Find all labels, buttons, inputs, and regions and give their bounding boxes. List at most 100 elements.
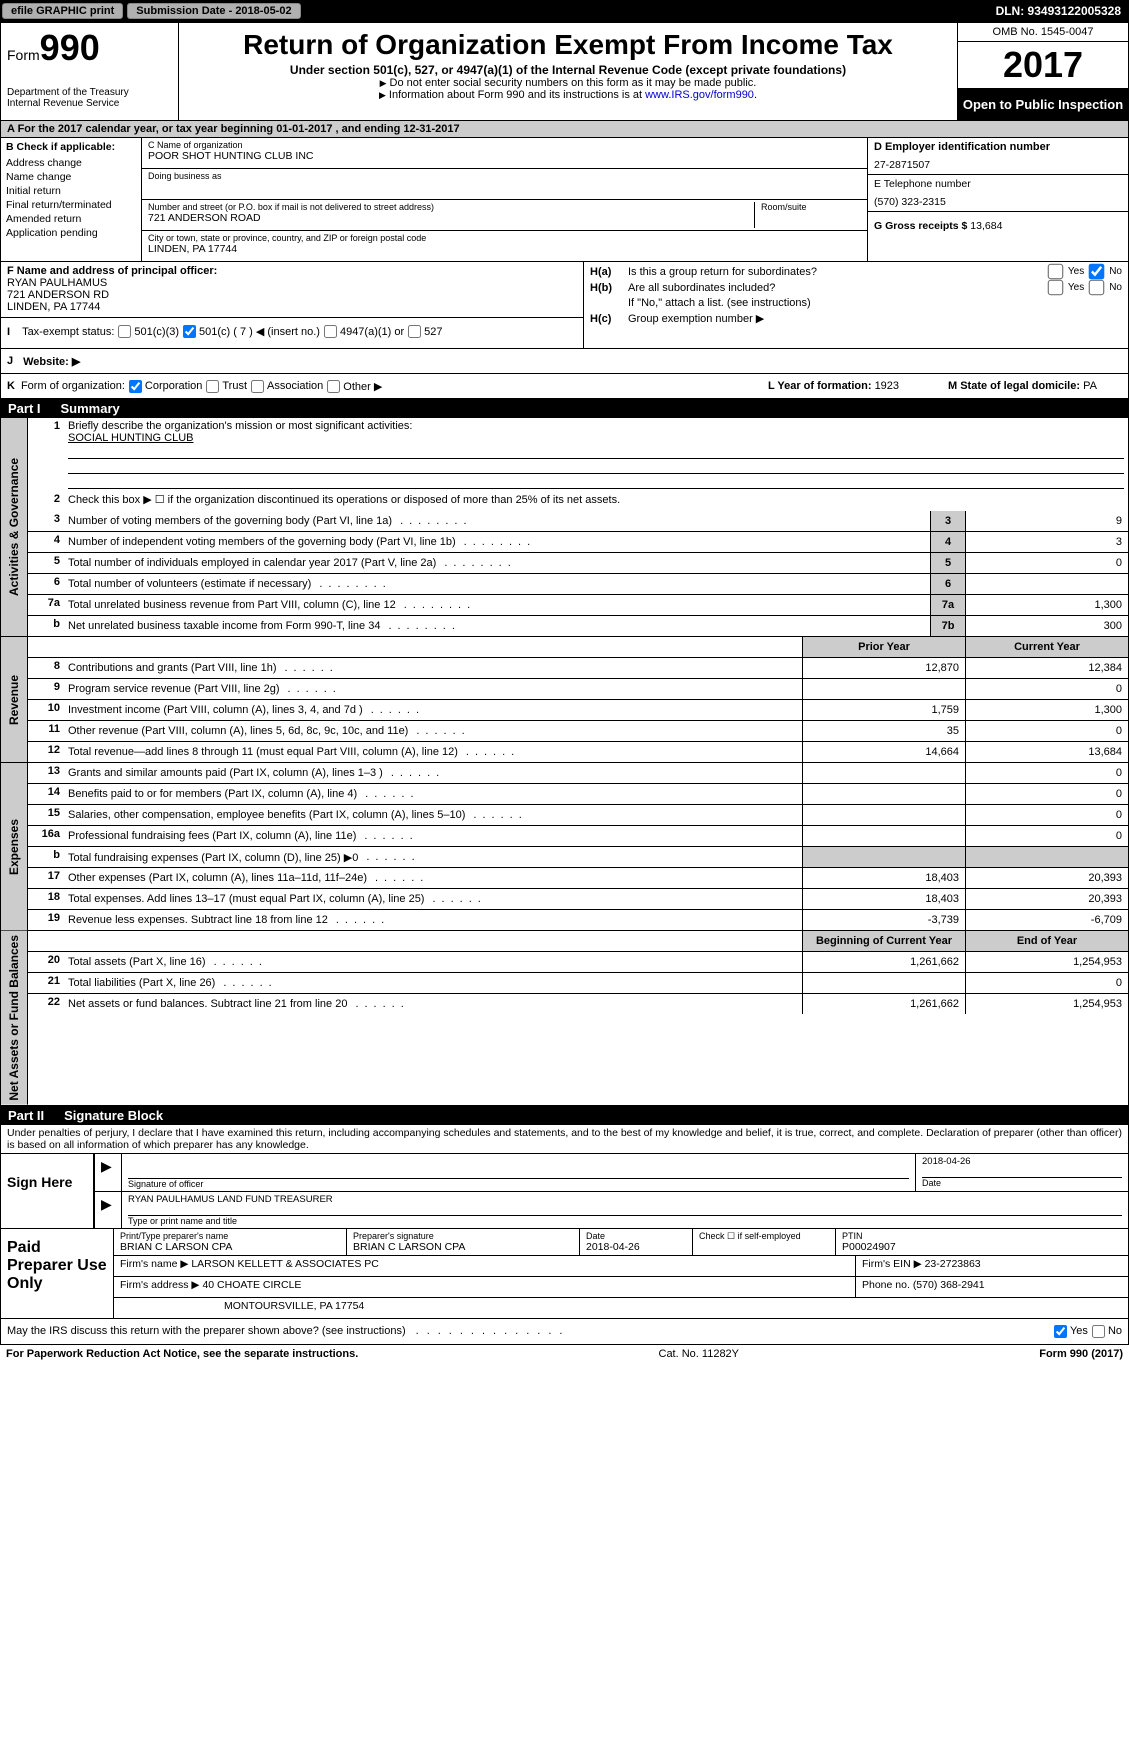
ha-yes-cb[interactable] — [1048, 264, 1064, 280]
form-header: Form990 Department of the Treasury Inter… — [0, 22, 1129, 121]
part1-label: Part I — [8, 401, 41, 416]
discuss-no-cb[interactable] — [1092, 1325, 1105, 1338]
efile-button[interactable]: efile GRAPHIC print — [2, 3, 123, 19]
city-label: City or town, state or province, country… — [148, 233, 861, 243]
vlabel-netassets: Net Assets or Fund Balances — [1, 931, 28, 1105]
hb-no-cb[interactable] — [1089, 280, 1105, 296]
penalty-statement: Under penalties of perjury, I declare th… — [0, 1125, 1129, 1154]
cb-501c[interactable] — [183, 325, 196, 338]
summary-line: 7aTotal unrelated business revenue from … — [28, 595, 1128, 616]
col-h-group: H(a) Is this a group return for subordin… — [583, 262, 1128, 348]
vlabel-expenses: Expenses — [1, 763, 28, 930]
cb-trust[interactable] — [206, 380, 219, 393]
opt-trust: Trust — [222, 380, 247, 392]
ha-label: H(a) — [590, 266, 628, 278]
head-beginning-year: Beginning of Current Year — [802, 931, 965, 951]
discuss-row: May the IRS discuss this return with the… — [0, 1319, 1129, 1345]
opt-501c3: 501(c)(3) — [134, 326, 179, 338]
footer-left: For Paperwork Reduction Act Notice, see … — [6, 1348, 358, 1360]
cb-corporation[interactable] — [129, 380, 142, 393]
form-title: Return of Organization Exempt From Incom… — [189, 29, 947, 61]
firm-addr1: 40 CHOATE CIRCLE — [202, 1279, 301, 1291]
cb-application-pending: Application pending — [6, 227, 98, 239]
org-name: POOR SHOT HUNTING CLUB INC — [148, 150, 861, 162]
year-formation-label: L Year of formation: — [768, 380, 875, 392]
gross-receipts-label: G Gross receipts $ — [874, 220, 970, 232]
officer-label: F Name and address of principal officer: — [7, 265, 577, 277]
hc-text: Group exemption number ▶ — [628, 312, 1122, 325]
state-domicile-value: PA — [1083, 380, 1097, 392]
netasset-line: 22Net assets or fund balances. Subtract … — [28, 994, 1128, 1014]
cb-other[interactable] — [327, 380, 340, 393]
firm-name-label: Firm's name ▶ — [120, 1258, 188, 1270]
dept-line1: Department of the Treasury — [7, 87, 172, 98]
cb-association[interactable] — [251, 380, 264, 393]
hb-no: No — [1109, 282, 1122, 293]
head-end-year: End of Year — [965, 931, 1128, 951]
sig-date-label: Date — [922, 1177, 1122, 1188]
ein-value: 27-2871507 — [874, 159, 1122, 171]
row-k-form-org: K Form of organization: Corporation Trus… — [0, 374, 1129, 399]
page-footer: For Paperwork Reduction Act Notice, see … — [0, 1345, 1129, 1363]
irs-link[interactable]: www.IRS.gov/form990 — [645, 89, 754, 101]
street-label: Number and street (or P.O. box if mail i… — [148, 202, 748, 212]
part2-header: Part II Signature Block — [0, 1106, 1129, 1125]
officer-name: RYAN PAULHAMUS — [7, 277, 577, 289]
prep-name-label: Print/Type preparer's name — [120, 1231, 340, 1241]
revenue-line: 9Program service revenue (Part VIII, lin… — [28, 679, 1128, 700]
summary-line: 6Total number of volunteers (estimate if… — [28, 574, 1128, 595]
year-formation-value: 1923 — [875, 380, 899, 392]
row-i-label: I — [7, 326, 10, 338]
cb-501c3[interactable] — [118, 325, 131, 338]
expense-line: 17Other expenses (Part IX, column (A), l… — [28, 868, 1128, 889]
discuss-no: No — [1108, 1325, 1122, 1337]
ha-text: Is this a group return for subordinates? — [628, 266, 1047, 278]
discuss-yes-cb[interactable] — [1054, 1325, 1067, 1338]
expense-line: 14Benefits paid to or for members (Part … — [28, 784, 1128, 805]
mission-text: SOCIAL HUNTING CLUB — [68, 432, 194, 444]
j-label: J — [1, 355, 23, 367]
cb-527[interactable] — [408, 325, 421, 338]
paid-preparer-label: Paid Preparer Use Only — [1, 1229, 114, 1318]
footer-right: Form 990 (2017) — [1039, 1348, 1123, 1360]
ha-no-cb[interactable] — [1089, 264, 1105, 280]
state-domicile-label: M State of legal domicile: — [948, 380, 1083, 392]
website-label: Website: ▶ — [23, 355, 80, 368]
dba-label: Doing business as — [148, 171, 861, 181]
header-middle: Return of Organization Exempt From Incom… — [179, 23, 957, 120]
tax-exempt-label: Tax-exempt status: — [22, 326, 114, 338]
top-bar: efile GRAPHIC print Submission Date - 20… — [0, 0, 1129, 22]
phone-value: (570) 368-2941 — [913, 1279, 985, 1291]
part2-label: Part II — [8, 1108, 44, 1123]
netasset-line: 20Total assets (Part X, line 16)......1,… — [28, 952, 1128, 973]
submission-date-button[interactable]: Submission Date - 2018-05-02 — [127, 3, 300, 19]
dln-label: DLN: 93493122005328 — [996, 4, 1129, 18]
discuss-yes: Yes — [1070, 1325, 1088, 1337]
cb-4947[interactable] — [324, 325, 337, 338]
part2-title: Signature Block — [64, 1108, 163, 1123]
footer-mid: Cat. No. 11282Y — [358, 1348, 1039, 1360]
revenue-line: 10Investment income (Part VIII, column (… — [28, 700, 1128, 721]
col-b-header: B Check if applicable: — [6, 141, 136, 153]
ha-yes: Yes — [1068, 266, 1084, 277]
prep-sig-label: Preparer's signature — [353, 1231, 573, 1241]
firm-addr2: MONTOURSVILLE, PA 17754 — [114, 1298, 1128, 1318]
summary-revenue: Revenue Prior Year Current Year 8Contrib… — [0, 637, 1129, 763]
paid-preparer-row: Paid Preparer Use Only Print/Type prepar… — [0, 1229, 1129, 1319]
line2-desc: Check this box ▶ ☐ if the organization d… — [64, 491, 1128, 511]
col-d-ein-tel: D Employer identification number 27-2871… — [867, 138, 1128, 261]
street-value: 721 ANDERSON ROAD — [148, 212, 748, 224]
revenue-line: 11Other revenue (Part VIII, column (A), … — [28, 721, 1128, 742]
hb-label: H(b) — [590, 282, 628, 294]
summary-expenses: Expenses 13Grants and similar amounts pa… — [0, 763, 1129, 931]
row-j-website: J Website: ▶ — [0, 349, 1129, 374]
col-f-officer: F Name and address of principal officer:… — [1, 262, 583, 348]
sig-name-label: Type or print name and title — [128, 1215, 1122, 1226]
revenue-line: 12Total revenue—add lines 8 through 11 (… — [28, 742, 1128, 762]
hb-yes-cb[interactable] — [1048, 280, 1064, 296]
hb-yes: Yes — [1068, 282, 1084, 293]
col-c-org-info: C Name of organization POOR SHOT HUNTING… — [142, 138, 867, 261]
ha-no: No — [1109, 266, 1122, 277]
tax-year: 2017 — [958, 42, 1128, 89]
officer-addr1: 721 ANDERSON RD — [7, 289, 577, 301]
